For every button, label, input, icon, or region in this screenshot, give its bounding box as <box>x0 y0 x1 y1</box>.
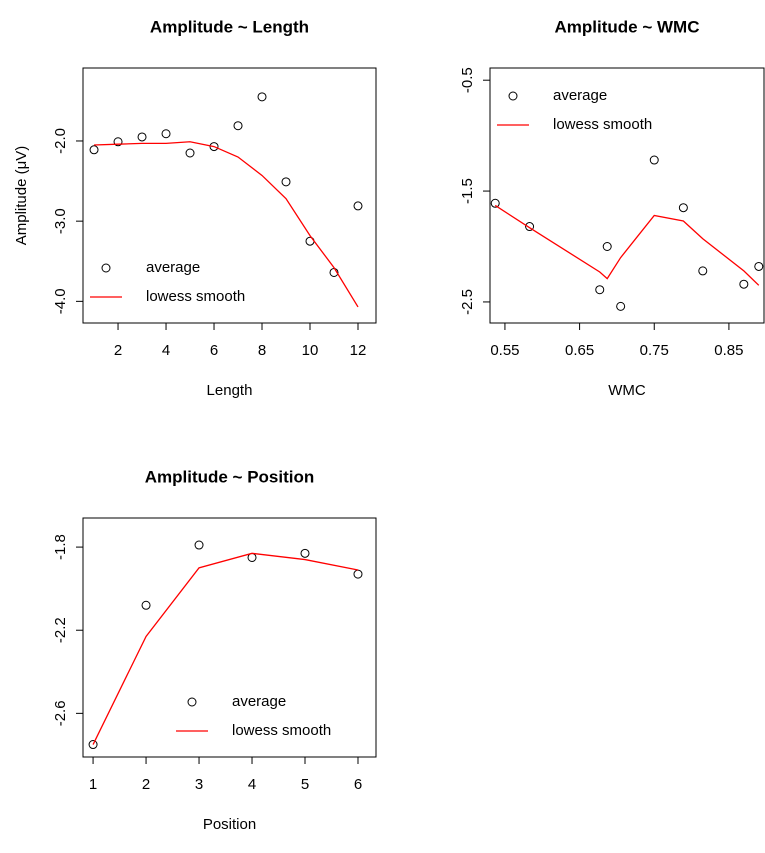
y-tick-label: -1.8 <box>52 534 69 560</box>
line <box>94 141 359 308</box>
legend-label: lowess smooth <box>553 116 652 133</box>
x-axis-label: WMC <box>608 382 646 399</box>
point <box>353 569 363 579</box>
point <box>88 740 98 750</box>
line <box>92 552 359 745</box>
point <box>300 548 310 558</box>
x-tick-label: 5 <box>301 776 309 793</box>
point <box>89 145 99 155</box>
y-tick-label: -2.6 <box>52 700 69 726</box>
x-tick-label: 0.75 <box>640 342 669 359</box>
x-tick-label: 6 <box>354 776 362 793</box>
point <box>602 242 612 251</box>
point <box>595 285 605 295</box>
x-tick-label: 2 <box>142 776 150 793</box>
x-tick-label: 0.85 <box>714 342 743 359</box>
point <box>185 148 195 158</box>
x-tick-label: 4 <box>162 342 170 359</box>
x-tick-label: 1 <box>89 776 97 793</box>
point <box>678 203 688 213</box>
chart-title: Amplitude ~ WMC <box>555 17 700 36</box>
x-tick-label: 4 <box>248 776 256 793</box>
point <box>209 142 219 152</box>
y-tick-label: -1.5 <box>459 178 476 204</box>
point <box>698 266 708 276</box>
point <box>194 540 204 550</box>
legend-label: average <box>232 693 286 710</box>
point <box>137 132 147 142</box>
legend-marker <box>101 263 111 273</box>
point <box>649 155 659 165</box>
plot-frame <box>82 67 377 324</box>
point <box>490 198 500 208</box>
legend-label: lowess smooth <box>232 722 331 739</box>
legend-marker <box>508 91 518 101</box>
x-tick-label: 0.65 <box>565 342 594 359</box>
x-axis-label: Length <box>207 382 253 399</box>
chart-title: Amplitude ~ Position <box>145 467 315 486</box>
x-tick-label: 10 <box>302 342 319 359</box>
point <box>353 201 363 211</box>
point <box>739 279 749 289</box>
point <box>161 129 171 139</box>
point <box>141 600 151 610</box>
x-tick-label: 12 <box>350 342 367 359</box>
point <box>754 261 764 271</box>
point <box>616 301 626 311</box>
plot-frame <box>489 67 765 324</box>
x-tick-label: 3 <box>195 776 203 793</box>
x-tick-label: 6 <box>210 342 218 359</box>
point <box>113 137 123 147</box>
chart-title: Amplitude ~ Length <box>150 17 309 36</box>
x-axis-label: Position <box>203 816 256 833</box>
y-axis-label: Amplitude (μV) <box>13 146 30 246</box>
legend-marker <box>187 697 197 707</box>
y-tick-label: -3.0 <box>52 208 69 234</box>
x-tick-label: 2 <box>114 342 122 359</box>
legend-label: lowess smooth <box>146 288 245 305</box>
x-tick-label: 8 <box>258 342 266 359</box>
legend-label: average <box>553 87 607 104</box>
y-tick-label: -0.5 <box>459 67 476 93</box>
y-tick-label: -2.2 <box>52 617 69 643</box>
y-tick-label: -4.0 <box>52 288 69 314</box>
y-tick-label: -2.5 <box>459 289 476 315</box>
point <box>257 92 267 102</box>
plot-frame <box>82 517 377 758</box>
legend-label: average <box>146 259 200 276</box>
point <box>233 121 243 131</box>
point <box>525 222 535 232</box>
x-tick-label: 0.55 <box>490 342 519 359</box>
point <box>281 177 291 187</box>
y-tick-label: -2.0 <box>52 128 69 154</box>
line <box>494 204 760 286</box>
